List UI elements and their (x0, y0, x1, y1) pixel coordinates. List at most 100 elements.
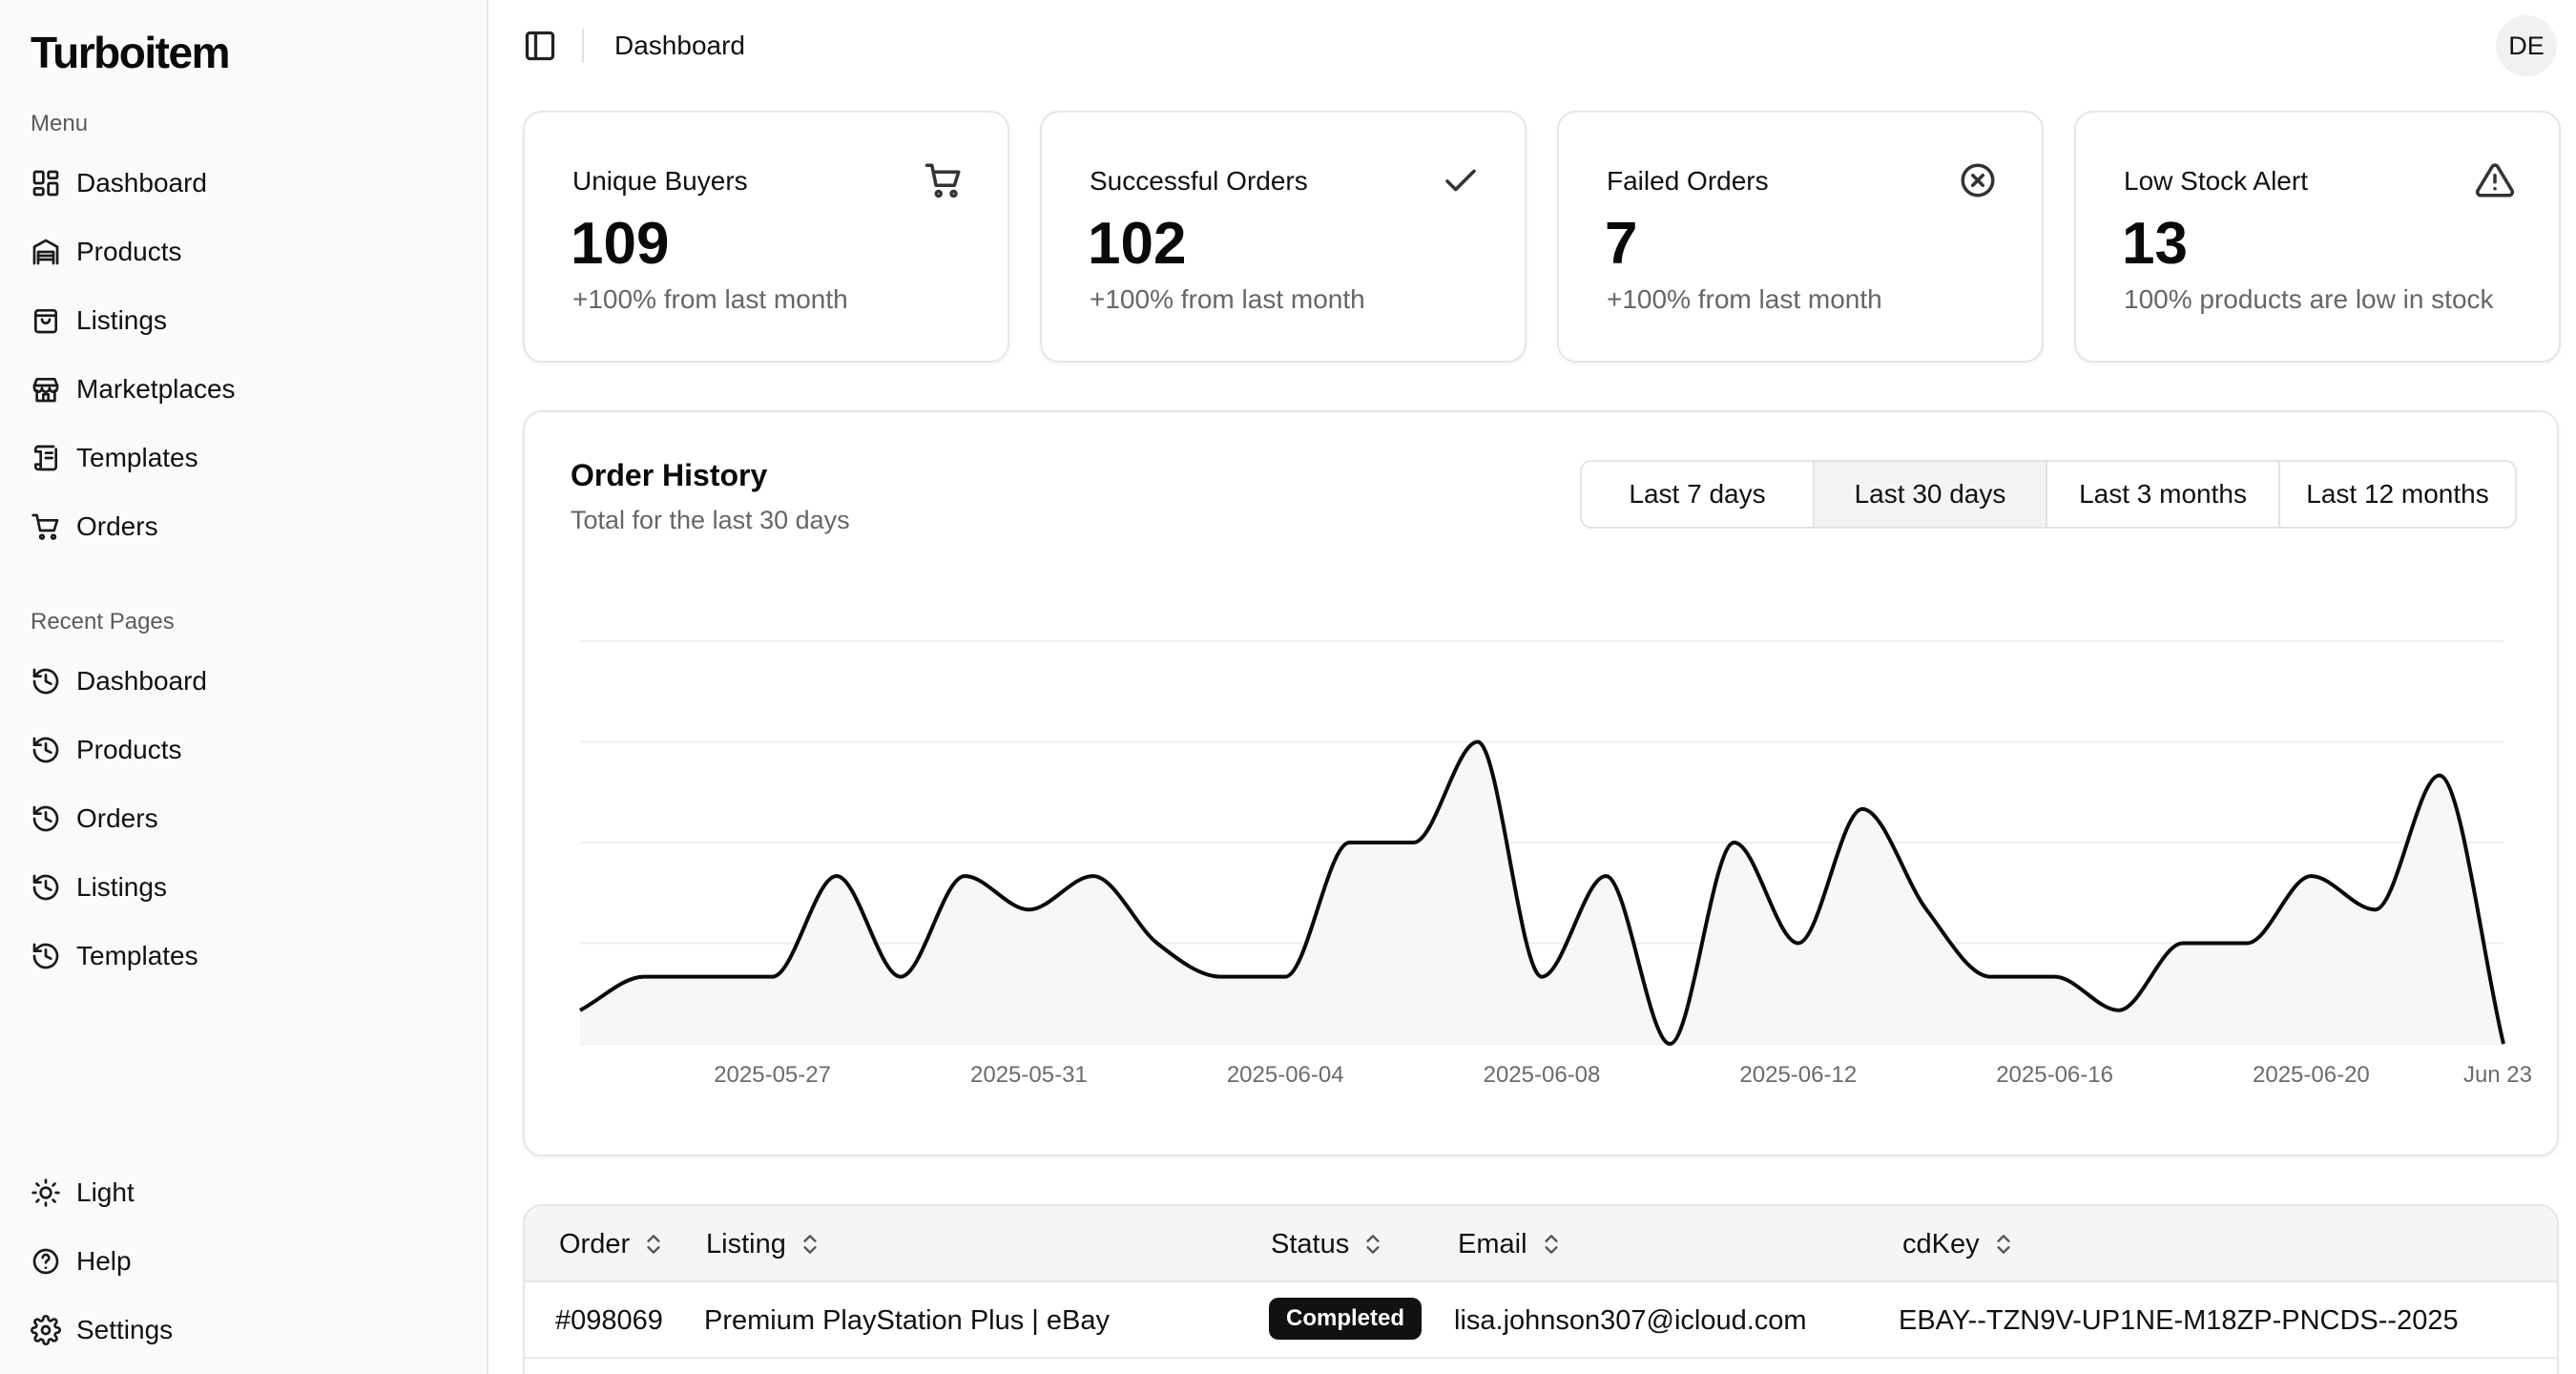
column-label: Listing (706, 1228, 786, 1260)
orders-table: Order Listing Status Email cdKey #098069… (523, 1204, 2559, 1374)
stat-value: 102 (1088, 211, 1187, 277)
x-circle-icon (1958, 160, 1998, 200)
gear-icon (31, 1315, 61, 1345)
header-divider (582, 29, 584, 63)
alert-triangle-icon (2475, 160, 2515, 200)
order-history-card: Order History Total for the last 30 days… (523, 410, 2559, 1156)
stat-card-failed-orders: Failed Orders 7 +100% from last month (1557, 111, 2044, 363)
stat-subtext: +100% from last month (1090, 284, 1365, 314)
sidebar-item-label: Light (76, 1177, 135, 1207)
sidebar-item-label: Orders (76, 511, 158, 541)
row-divider (525, 1357, 2557, 1359)
stat-card-unique-buyers: Unique Buyers 109 +100% from last month (523, 111, 1009, 363)
time-range-selector: Last 7 days Last 30 days Last 3 months L… (1580, 460, 2517, 529)
x-tick-label: 2025-06-20 (2253, 1062, 2370, 1088)
status-badge: Completed (1269, 1298, 1423, 1340)
panel-left-icon (525, 31, 555, 61)
sidebar-item-templates[interactable]: Templates (31, 433, 469, 483)
recent-item-orders[interactable]: Orders (31, 794, 469, 843)
history-icon (31, 666, 61, 697)
cell-email: lisa.johnson307@icloud.com (1454, 1305, 1807, 1336)
sidebar-item-label: Templates (76, 941, 198, 970)
chart-series-line (579, 739, 2505, 1047)
check-icon (1441, 160, 1481, 200)
chart-area-fill (580, 741, 2503, 1044)
sidebar-item-orders[interactable]: Orders (31, 502, 469, 552)
chart-subtitle: Total for the last 30 days (571, 506, 850, 534)
stat-value: 13 (2122, 211, 2188, 277)
sort-icon (647, 1235, 660, 1254)
store-icon (31, 374, 61, 405)
history-icon (31, 735, 61, 765)
sort-icon (1544, 1235, 1558, 1254)
sidebar-toggle-button[interactable] (523, 29, 557, 63)
stat-card-low-stock-alert: Low Stock Alert 13 100% products are low… (2074, 111, 2561, 363)
stat-subtext: 100% products are low in stock (2124, 284, 2494, 314)
app-logo: Turboitem (31, 28, 230, 77)
range-button-3-months[interactable]: Last 3 months (2047, 462, 2280, 527)
stat-card-successful-orders: Successful Orders 102 +100% from last mo… (1040, 111, 1527, 363)
column-header-email[interactable]: Email (1458, 1206, 1564, 1282)
warehouse-icon (31, 237, 61, 267)
range-button-30-days[interactable]: Last 30 days (1815, 462, 2047, 527)
sort-icon (1997, 1235, 2010, 1254)
sidebar-item-label: Dashboard (76, 666, 207, 696)
cell-order: #098069 (555, 1305, 663, 1336)
sidebar-item-help[interactable]: Help (31, 1237, 469, 1286)
sidebar-item-label: Listings (76, 305, 167, 335)
column-label: Status (1271, 1228, 1350, 1260)
range-button-12-months[interactable]: Last 12 months (2306, 479, 2489, 509)
x-tick-label: 2025-06-12 (1739, 1062, 1857, 1088)
range-button-7-days[interactable]: Last 7 days (1582, 462, 1815, 527)
column-header-order[interactable]: Order (559, 1206, 666, 1282)
recent-item-listings[interactable]: Listings (31, 863, 469, 912)
x-tick-label: Jun 23 (2463, 1062, 2532, 1088)
stat-title: Successful Orders (1090, 166, 1308, 196)
cell-cdkey: EBAY--TZN9V-UP1NE-M18ZP-PNCDS--2025 (1899, 1305, 2459, 1336)
sort-icon (803, 1235, 817, 1254)
sidebar-item-label: Templates (76, 443, 198, 472)
sidebar-item-label: Help (76, 1246, 132, 1276)
x-tick-label: 2025-06-08 (1484, 1062, 1601, 1088)
cell-listing: Premium PlayStation Plus | eBay (704, 1305, 1110, 1336)
cart-icon (924, 160, 964, 200)
sidebar-item-label: Products (76, 735, 182, 764)
user-avatar[interactable]: DE (2496, 15, 2557, 76)
sidebar-item-settings[interactable]: Settings (31, 1305, 469, 1355)
stat-title: Failed Orders (1607, 166, 1769, 196)
sidebar-item-marketplaces[interactable]: Marketplaces (31, 364, 469, 414)
dashboard-icon (31, 168, 61, 198)
column-header-listing[interactable]: Listing (706, 1206, 822, 1282)
theme-toggle-light[interactable]: Light (31, 1168, 469, 1218)
sidebar-item-label: Marketplaces (76, 374, 236, 404)
column-label: cdKey (1902, 1228, 1980, 1260)
stat-subtext: +100% from last month (572, 284, 848, 314)
help-circle-icon (31, 1246, 61, 1277)
stat-title: Unique Buyers (572, 166, 748, 196)
recent-item-products[interactable]: Products (31, 725, 469, 775)
sun-icon (31, 1177, 61, 1208)
column-header-status[interactable]: Status (1271, 1206, 1385, 1282)
sidebar-item-listings[interactable]: Listings (31, 296, 469, 345)
sort-icon (1366, 1235, 1380, 1254)
sidebar-item-label: Settings (76, 1315, 174, 1344)
sidebar: Turboitem Menu Dashboard Products Listin… (0, 0, 488, 1374)
chart-title: Order History (571, 458, 768, 492)
sidebar-item-products[interactable]: Products (31, 227, 469, 277)
x-tick-label: 2025-06-04 (1227, 1062, 1344, 1088)
x-tick-label: 2025-05-31 (970, 1062, 1088, 1088)
history-icon (31, 941, 61, 971)
column-header-cdkey[interactable]: cdKey (1902, 1206, 2016, 1282)
x-tick-label: 2025-06-16 (1996, 1062, 2113, 1088)
recent-item-templates[interactable]: Templates (31, 931, 469, 981)
column-label: Email (1458, 1228, 1527, 1260)
stat-value: 7 (1605, 211, 1638, 277)
sidebar-item-label: Dashboard (76, 168, 207, 198)
sidebar-item-dashboard[interactable]: Dashboard (31, 158, 469, 208)
sidebar-item-label: Orders (76, 803, 158, 833)
x-tick-label: 2025-05-27 (714, 1062, 831, 1088)
recent-item-dashboard[interactable]: Dashboard (31, 656, 469, 706)
sidebar-item-label: Products (76, 237, 182, 266)
stat-subtext: +100% from last month (1607, 284, 1882, 314)
order-history-chart: 2025-05-27 2025-05-31 2025-06-04 2025-06-08… (579, 640, 2532, 1088)
